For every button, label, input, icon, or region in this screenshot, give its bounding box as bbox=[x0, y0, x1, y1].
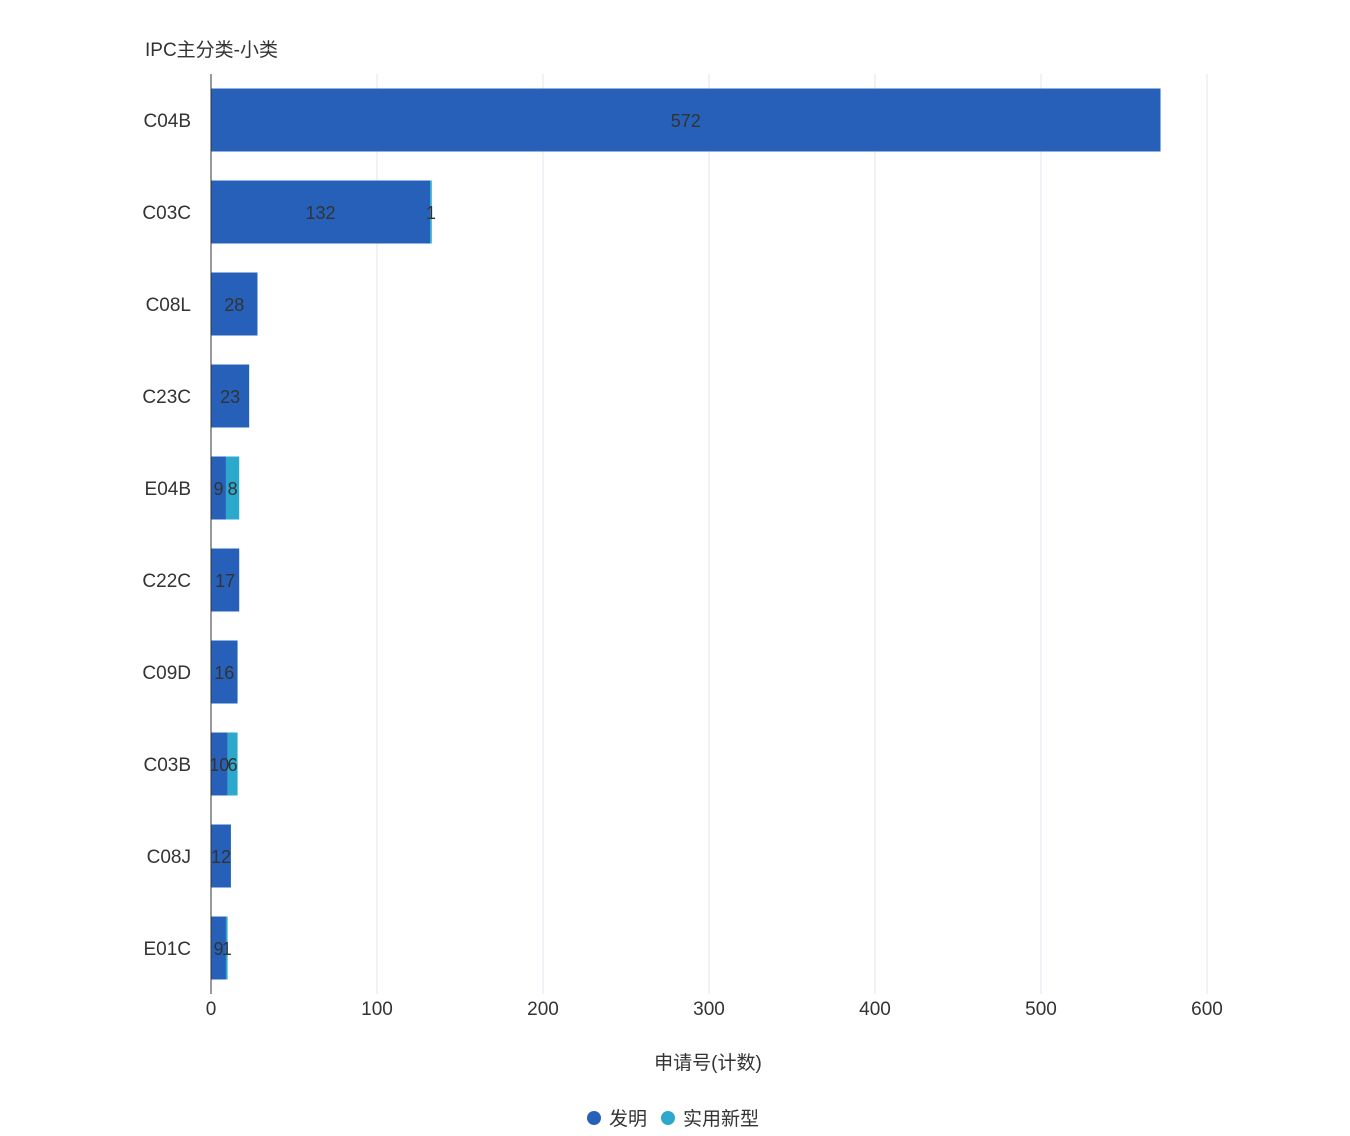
legend-item[interactable]: 实用新型 bbox=[661, 1108, 759, 1130]
x-tick-label: 300 bbox=[693, 999, 725, 1020]
category-label: C03C bbox=[142, 203, 191, 224]
category-label: C08J bbox=[147, 847, 191, 868]
category-label: C04B bbox=[143, 111, 191, 132]
data-label: 17 bbox=[215, 571, 235, 591]
data-label: 12 bbox=[211, 847, 231, 867]
legend-marker-icon bbox=[661, 1111, 675, 1125]
category-label: C22C bbox=[142, 571, 191, 592]
x-tick-label: 400 bbox=[859, 999, 891, 1020]
data-label: 572 bbox=[671, 111, 701, 131]
bars bbox=[211, 89, 1161, 980]
x-tick-label: 500 bbox=[1025, 999, 1057, 1020]
category-label: E01C bbox=[143, 939, 191, 960]
legend[interactable]: 发明 实用新型 bbox=[587, 1108, 759, 1130]
data-label: 9 bbox=[213, 479, 223, 499]
category-label: C03B bbox=[143, 755, 191, 776]
legend-item[interactable]: 发明 bbox=[587, 1108, 647, 1130]
x-tick-label: 100 bbox=[361, 999, 393, 1020]
data-label: 28 bbox=[224, 295, 244, 315]
legend-marker-icon bbox=[587, 1111, 601, 1125]
x-tick-label: 0 bbox=[206, 999, 217, 1020]
legend-label: 实用新型 bbox=[683, 1108, 759, 1130]
data-label: 23 bbox=[220, 387, 240, 407]
data-label: 10 bbox=[209, 755, 229, 775]
category-label: C23C bbox=[142, 387, 191, 408]
legend-label: 发明 bbox=[609, 1108, 647, 1130]
x-tick-label: 600 bbox=[1191, 999, 1223, 1020]
gridlines bbox=[377, 74, 1207, 994]
data-label: 8 bbox=[228, 479, 238, 499]
data-label: 1 bbox=[222, 939, 232, 959]
data-label: 132 bbox=[306, 203, 336, 223]
data-label: 16 bbox=[214, 663, 234, 683]
category-label: E04B bbox=[145, 479, 191, 500]
data-label: 6 bbox=[228, 755, 238, 775]
category-label: C09D bbox=[142, 663, 191, 684]
data-label: 1 bbox=[426, 203, 436, 223]
x-tick-labels: 0 100 200 300 400 500 600 bbox=[206, 999, 1223, 1020]
category-labels: C04B C03C C08L C23C E04B C22C C09D C03B C08J E01C bbox=[142, 111, 191, 960]
category-label: C08L bbox=[146, 295, 191, 316]
y-axis-title: IPC主分类-小类 bbox=[145, 39, 278, 61]
x-axis-title: 申请号(计数) bbox=[654, 1052, 762, 1074]
x-tick-label: 200 bbox=[527, 999, 559, 1020]
